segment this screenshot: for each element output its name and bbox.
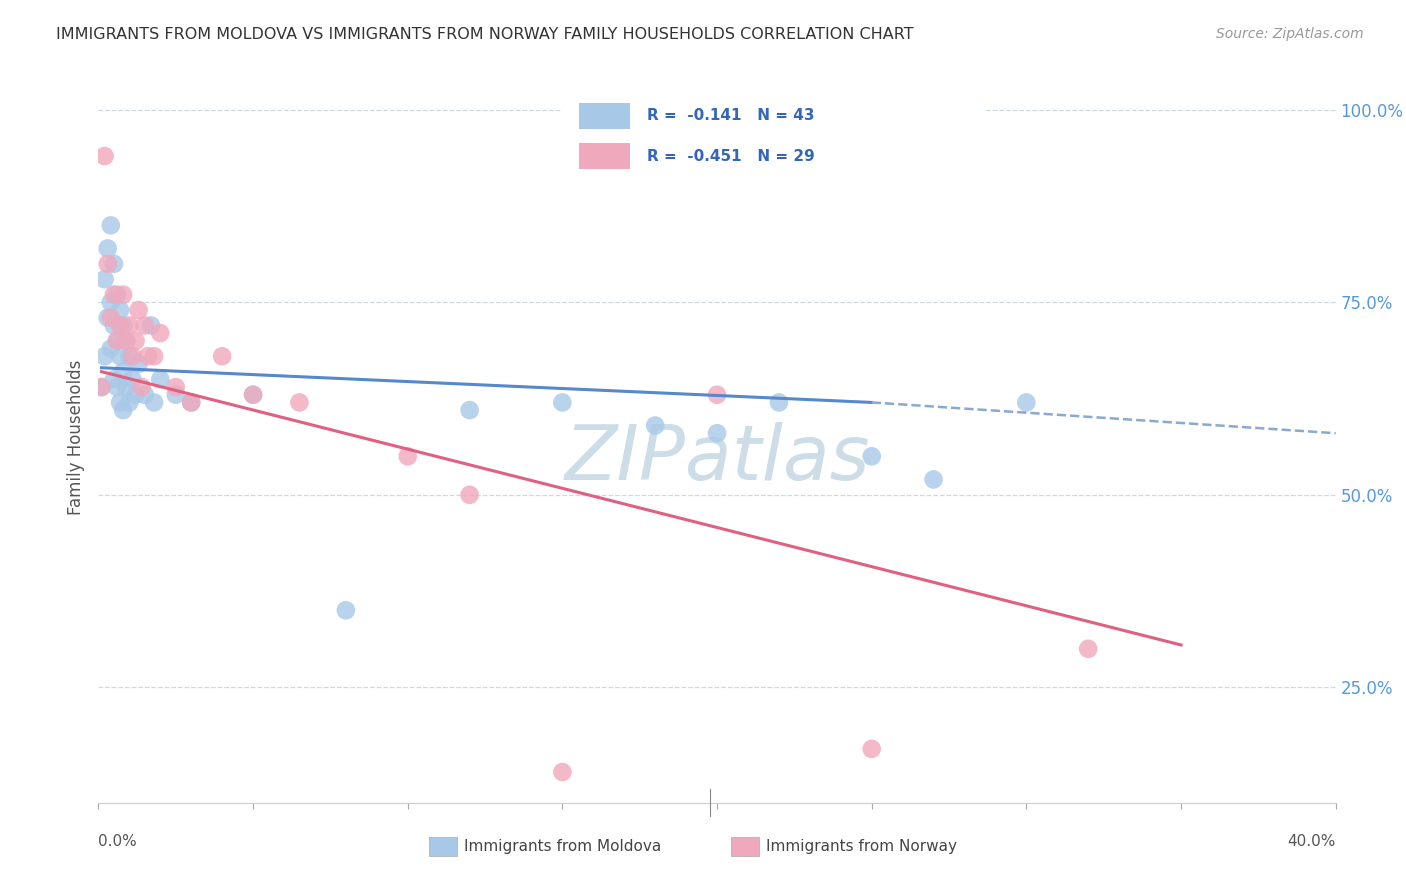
Point: [112, 365, 135, 379]
Text: 0.0%: 0.0%: [98, 834, 138, 849]
Point: [105, 380, 128, 394]
Point: [458, 488, 481, 502]
Point: [100, 295, 122, 310]
Point: [112, 318, 135, 333]
Point: [103, 287, 125, 301]
Text: R =  -0.141   N = 43: R = -0.141 N = 43: [647, 109, 814, 123]
Point: [103, 318, 125, 333]
Point: [768, 395, 790, 409]
Point: [108, 318, 131, 333]
Point: [335, 603, 357, 617]
Point: [112, 287, 135, 301]
Point: [121, 372, 143, 386]
Text: Source: ZipAtlas.com: Source: ZipAtlas.com: [1216, 27, 1364, 41]
Point: [211, 349, 233, 363]
Point: [115, 334, 138, 348]
Point: [105, 287, 128, 301]
Point: [136, 349, 159, 363]
Point: [108, 395, 131, 409]
Bar: [731, 837, 759, 856]
Point: [118, 395, 141, 409]
Point: [115, 380, 138, 394]
Point: [1015, 395, 1038, 409]
Point: [108, 303, 131, 318]
Point: [93, 149, 115, 163]
Y-axis label: Family Households: Family Households: [66, 359, 84, 515]
Point: [93, 272, 115, 286]
Point: [134, 388, 156, 402]
Point: [103, 257, 125, 271]
Point: [124, 334, 146, 348]
Point: [90, 380, 112, 394]
Point: [706, 388, 728, 402]
Point: [115, 334, 138, 348]
Bar: [579, 103, 630, 129]
Point: [90, 380, 112, 394]
Point: [165, 388, 187, 402]
Point: [97, 257, 120, 271]
Point: [128, 357, 150, 371]
Point: [105, 334, 128, 348]
Point: [458, 403, 481, 417]
Point: [149, 372, 172, 386]
Point: [118, 349, 141, 363]
Point: [143, 395, 166, 409]
Point: [139, 318, 162, 333]
Point: [551, 395, 574, 409]
Point: [100, 310, 122, 325]
Point: [396, 450, 419, 464]
Point: [121, 349, 143, 363]
Point: [922, 472, 945, 486]
Point: [124, 388, 146, 402]
Point: [103, 372, 125, 386]
Point: [118, 318, 141, 333]
Point: [108, 349, 131, 363]
Text: ZIPatlas: ZIPatlas: [564, 422, 870, 496]
Point: [97, 242, 120, 256]
Text: R =  -0.451   N = 29: R = -0.451 N = 29: [647, 149, 814, 163]
FancyBboxPatch shape: [554, 87, 993, 180]
Point: [112, 403, 135, 417]
Point: [1077, 641, 1099, 656]
Point: [97, 310, 120, 325]
Point: [134, 318, 156, 333]
Point: [180, 395, 202, 409]
Bar: [579, 143, 630, 169]
Point: [165, 380, 187, 394]
Point: [128, 303, 150, 318]
Point: [706, 426, 728, 441]
Point: [143, 349, 166, 363]
Text: 40.0%: 40.0%: [1288, 834, 1336, 849]
Point: [93, 349, 115, 363]
Point: [100, 219, 122, 233]
Text: IMMIGRANTS FROM MOLDOVA VS IMMIGRANTS FROM NORWAY FAMILY HOUSEHOLDS CORRELATION : IMMIGRANTS FROM MOLDOVA VS IMMIGRANTS FR…: [56, 27, 914, 42]
Point: [105, 334, 128, 348]
Point: [100, 342, 122, 356]
Point: [860, 742, 883, 756]
Point: [242, 388, 264, 402]
Point: [242, 388, 264, 402]
Point: [149, 326, 172, 340]
Text: Immigrants from Norway: Immigrants from Norway: [766, 839, 957, 854]
Point: [180, 395, 202, 409]
Point: [131, 380, 153, 394]
Point: [860, 450, 883, 464]
Point: [288, 395, 311, 409]
Bar: [429, 837, 457, 856]
Text: Immigrants from Moldova: Immigrants from Moldova: [464, 839, 661, 854]
Point: [551, 764, 574, 779]
Point: [644, 418, 666, 433]
